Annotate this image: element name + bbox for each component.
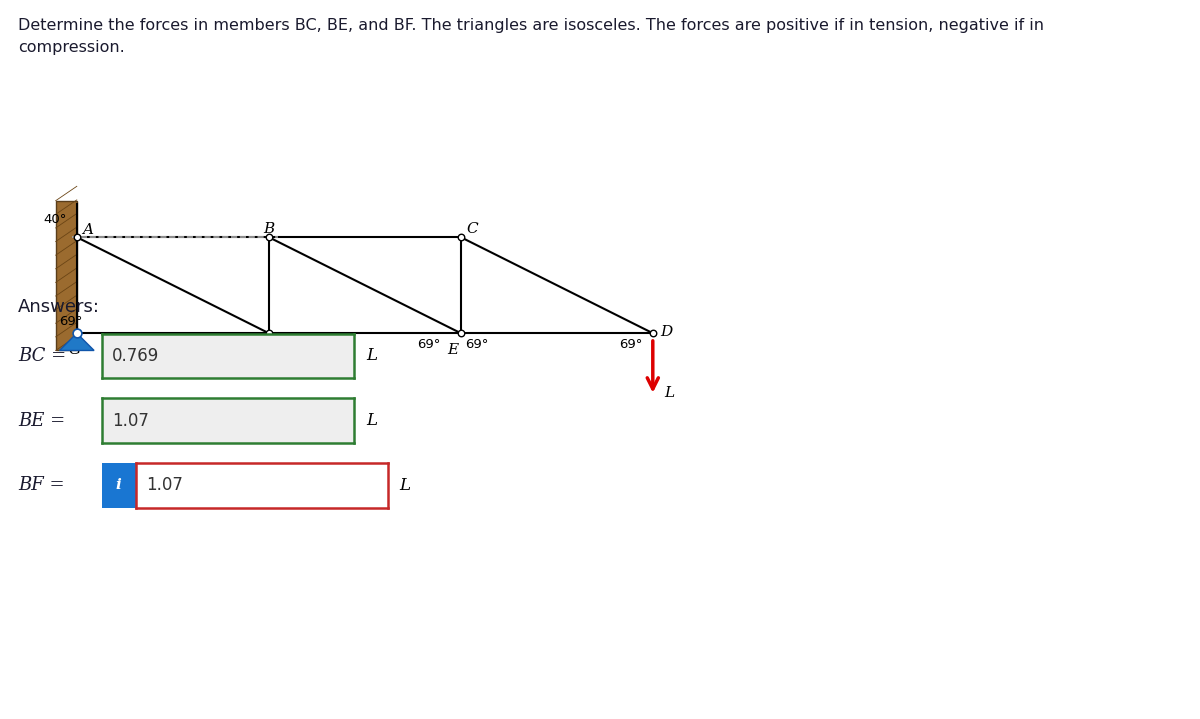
Text: F: F	[256, 344, 266, 357]
Point	[67, 327, 86, 339]
Text: 69°: 69°	[619, 338, 642, 351]
Text: C: C	[467, 221, 478, 236]
Text: 1.07: 1.07	[112, 411, 149, 430]
Polygon shape	[60, 333, 94, 350]
Text: Determine the forces in members BC, BE, and BF. The triangles are isosceles. The: Determine the forces in members BC, BE, …	[18, 18, 1044, 33]
Text: 69°: 69°	[274, 338, 296, 351]
Text: 69°: 69°	[60, 315, 83, 328]
Point	[451, 232, 470, 243]
Text: E: E	[448, 344, 458, 357]
Text: L: L	[366, 412, 377, 429]
Text: BC =: BC =	[18, 347, 66, 365]
Text: 40°: 40°	[43, 214, 66, 226]
Text: 69°: 69°	[466, 338, 488, 351]
Text: D: D	[660, 325, 673, 339]
Bar	[55, 201, 77, 350]
Point	[451, 327, 470, 339]
Text: BE =: BE =	[18, 411, 65, 430]
Text: 1.07: 1.07	[145, 476, 182, 495]
Point	[259, 232, 278, 243]
Text: 69°: 69°	[418, 338, 440, 351]
Text: L: L	[665, 385, 674, 400]
Text: B: B	[263, 221, 275, 236]
Point	[643, 327, 662, 339]
Text: G: G	[70, 344, 82, 357]
Text: BF =: BF =	[18, 476, 65, 495]
Text: A: A	[83, 222, 94, 237]
Text: compression.: compression.	[18, 40, 125, 55]
Text: L: L	[366, 347, 377, 365]
Point	[259, 327, 278, 339]
Text: 69°: 69°	[226, 338, 248, 351]
Text: i: i	[116, 478, 121, 493]
Text: L: L	[400, 477, 410, 494]
Point	[67, 232, 86, 243]
Text: 0.769: 0.769	[112, 347, 160, 365]
Text: Answers:: Answers:	[18, 298, 100, 316]
